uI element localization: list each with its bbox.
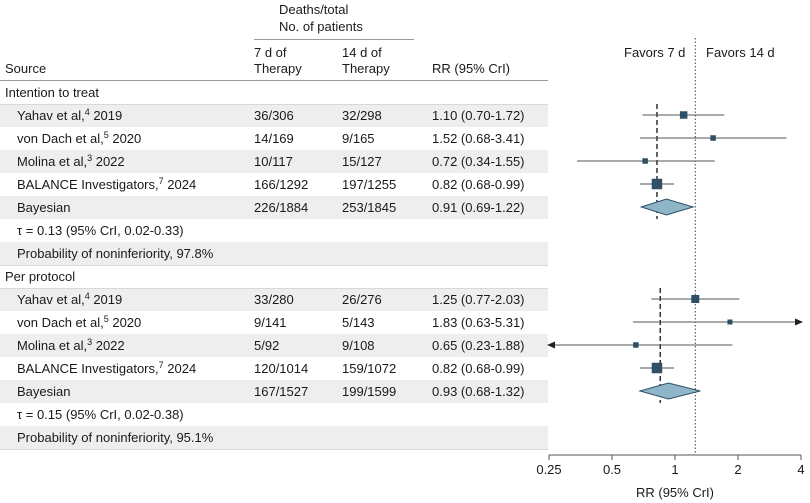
deaths-7d: 166/1292 xyxy=(254,177,309,192)
pooled-7d: 226/1884 xyxy=(254,200,309,215)
study-label: Yahav et al,4 2019 xyxy=(17,291,123,308)
x-axis-label: RR (95% CrI) xyxy=(636,485,714,500)
arrow-right-icon xyxy=(795,318,803,326)
row-band xyxy=(0,196,548,219)
study-marker xyxy=(651,362,663,374)
row-band xyxy=(0,288,548,311)
rr-value: 1.52 (0.68-3.41) xyxy=(432,131,525,146)
rr-value: 1.83 (0.63-5.31) xyxy=(432,315,525,330)
row-band xyxy=(0,426,548,449)
source-header: Source xyxy=(5,61,47,76)
study-marker xyxy=(679,111,688,119)
study-label: von Dach et al,5 2020 xyxy=(17,130,142,147)
study-marker xyxy=(691,295,700,303)
col-7d-header: 7 d of xyxy=(254,45,287,60)
pooled-14d: 253/1845 xyxy=(342,200,397,215)
rr-value: 0.82 (0.68-0.99) xyxy=(432,177,525,192)
study-label: BALANCE Investigators,7 2024 xyxy=(17,176,197,193)
rr-value: 0.72 (0.34-1.55) xyxy=(432,154,525,169)
deaths-7d: 33/280 xyxy=(254,292,294,307)
col-14d-header: 14 d of xyxy=(342,45,382,60)
row-band xyxy=(0,104,548,127)
pooled-label: Bayesian xyxy=(17,200,71,215)
study-label: von Dach et al,5 2020 xyxy=(17,314,142,331)
study-marker xyxy=(633,342,639,348)
pooled-label: Bayesian xyxy=(17,384,71,399)
row-divider xyxy=(0,265,548,266)
favors-14d-label: Favors 14 d xyxy=(706,45,775,60)
noninferiority-text: Probability of noninferiority, 95.1% xyxy=(17,430,214,445)
pooled-rr: 0.91 (0.69-1.22) xyxy=(432,200,525,215)
study-label: BALANCE Investigators,7 2024 xyxy=(17,360,197,377)
header-rule xyxy=(0,80,548,81)
row-band xyxy=(0,242,548,265)
row-band xyxy=(0,380,548,403)
study-label: Molina et al,3 2022 xyxy=(17,337,125,354)
pooled-diamond xyxy=(638,382,701,400)
study-marker xyxy=(727,319,733,325)
x-tick-label: 0.25 xyxy=(536,462,561,477)
row-band xyxy=(0,150,548,173)
rr-header: RR (95% CrI) xyxy=(432,61,511,76)
rr-value: 0.65 (0.23-1.88) xyxy=(432,338,525,353)
row-divider xyxy=(0,288,548,289)
rr-value: 1.10 (0.70-1.72) xyxy=(432,108,525,123)
study-marker xyxy=(642,158,648,164)
deaths-14d: 9/108 xyxy=(342,338,375,353)
section-title-pp: Per protocol xyxy=(5,269,76,284)
deaths-14d: 9/165 xyxy=(342,131,375,146)
rr-value: 0.82 (0.68-0.99) xyxy=(432,361,525,376)
no-patients-label: No. of patients xyxy=(279,19,363,34)
deaths-14d: 159/1072 xyxy=(342,361,397,376)
rr-value: 1.25 (0.77-2.03) xyxy=(432,292,525,307)
group-underline xyxy=(254,39,414,40)
deaths-7d: 5/92 xyxy=(254,338,280,353)
x-tick-label: 2 xyxy=(734,462,741,477)
deaths-7d: 10/117 xyxy=(254,154,293,169)
deaths-total-label: Deaths/total xyxy=(279,2,349,17)
col-14d-header-2: Therapy xyxy=(342,61,390,76)
row-divider xyxy=(0,104,548,105)
arrow-left-icon xyxy=(547,341,555,349)
study-marker xyxy=(651,178,663,190)
deaths-14d: 32/298 xyxy=(342,108,382,123)
row-divider xyxy=(0,449,548,450)
study-label: Molina et al,3 2022 xyxy=(17,153,125,170)
deaths-7d: 120/1014 xyxy=(254,361,309,376)
x-tick-label: 0.5 xyxy=(603,462,621,477)
study-marker xyxy=(710,135,716,141)
col-7d-header-2: Therapy xyxy=(254,61,302,76)
x-tick-label: 1 xyxy=(671,462,678,477)
pooled-14d: 199/1599 xyxy=(342,384,397,399)
favors-7d-label: Favors 7 d xyxy=(624,45,686,60)
section-title-itt: Intention to treat xyxy=(5,85,99,100)
deaths-14d: 5/143 xyxy=(342,315,375,330)
pooled-diamond xyxy=(639,198,695,216)
pooled-rr: 0.93 (0.68-1.32) xyxy=(432,384,525,399)
tau-text: τ = 0.13 (95% CrI, 0.02-0.33) xyxy=(17,223,184,238)
deaths-7d: 9/141 xyxy=(254,315,287,330)
x-tick-label: 4 xyxy=(797,462,804,477)
deaths-14d: 197/1255 xyxy=(342,177,397,192)
study-label: Yahav et al,4 2019 xyxy=(17,107,123,124)
deaths-14d: 26/276 xyxy=(342,292,382,307)
noninferiority-text: Probability of noninferiority, 97.8% xyxy=(17,246,214,261)
deaths-7d: 36/306 xyxy=(254,108,294,123)
tau-text: τ = 0.15 (95% CrI, 0.02-0.38) xyxy=(17,407,184,422)
deaths-7d: 14/169 xyxy=(254,131,294,146)
pooled-7d: 167/1527 xyxy=(254,384,309,399)
row-band xyxy=(0,334,548,357)
deaths-14d: 15/127 xyxy=(342,154,382,169)
